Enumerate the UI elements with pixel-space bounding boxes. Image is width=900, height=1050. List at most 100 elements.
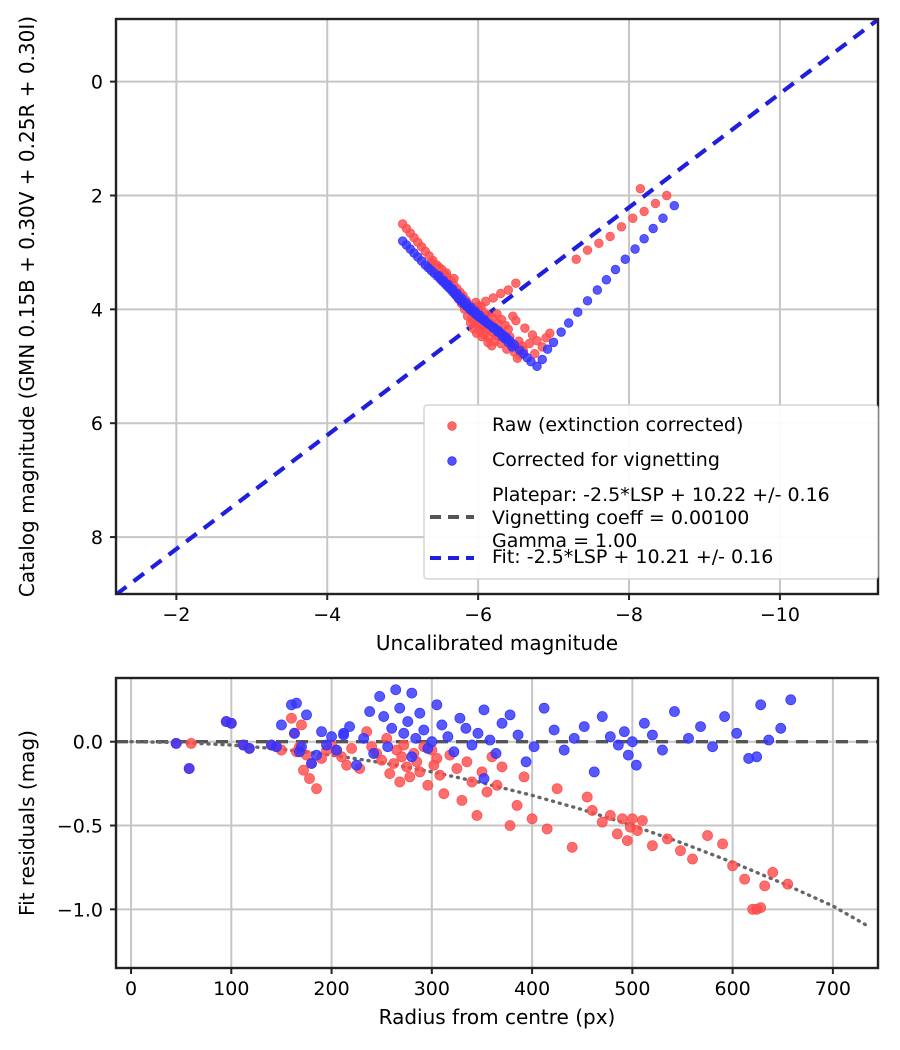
x-tick-label: 500: [614, 978, 650, 1000]
data-point: [451, 763, 463, 774]
data-point: [639, 206, 649, 217]
y-tick-label: 8: [91, 527, 103, 549]
legend-entry[interactable]: Platepar: -2.5*LSP + 10.22 +/- 0.16Vigne…: [430, 484, 830, 552]
data-point: [739, 873, 751, 885]
data-point: [596, 816, 608, 828]
y-tick-label: −0.5: [57, 816, 103, 838]
data-point: [568, 732, 580, 744]
data-point: [612, 739, 624, 751]
data-point: [304, 773, 315, 784]
fit-residuals-plot: 0 100 200 300 400 500 600 700 0.0 −0.5 −1.0 Radius …: [15, 676, 880, 1029]
data-point: [626, 736, 638, 748]
data-point: [471, 810, 483, 821]
x-tick-label: 200: [313, 978, 349, 1000]
legend-background: [423, 404, 879, 580]
data-point: [650, 198, 661, 209]
data-point: [542, 344, 553, 354]
data-point: [422, 779, 434, 791]
data-point: [472, 727, 484, 739]
data-point: [384, 768, 396, 779]
x-tick-label: −2: [162, 604, 190, 626]
data-point: [434, 271, 444, 281]
data-point: [658, 213, 668, 223]
data-point: [626, 813, 638, 825]
legend-entry[interactable]: Raw (extinction corrected): [447, 414, 744, 436]
data-point: [675, 845, 686, 857]
data-point: [630, 244, 640, 254]
legend-entry[interactable]: Corrected for vignetting: [447, 449, 720, 471]
data-point: [454, 712, 466, 724]
data-point: [504, 709, 516, 721]
data-point: [431, 699, 443, 711]
x-tick-label: −6: [464, 604, 492, 626]
data-point: [331, 744, 342, 756]
data-point: [669, 201, 680, 211]
data-point: [538, 702, 550, 714]
data-point: [376, 754, 388, 766]
data-point: [341, 759, 353, 771]
data-point: [382, 741, 394, 753]
data-point: [434, 769, 446, 781]
data-point: [394, 702, 406, 714]
y-tick-label: 6: [91, 413, 103, 435]
data-point: [582, 296, 593, 306]
data-point: [520, 756, 532, 768]
y-tick-label: 2: [91, 185, 103, 207]
data-point: [683, 732, 694, 744]
data-point: [601, 275, 612, 285]
data-point: [504, 820, 516, 831]
data-point: [243, 743, 255, 754]
data-point: [616, 222, 627, 232]
data-point: [398, 727, 410, 739]
y-axis-title: Fit residuals (mag): [15, 730, 39, 916]
data-point: [763, 734, 775, 746]
data-layer: [116, 684, 878, 928]
data-point: [702, 830, 713, 841]
data-point: [687, 853, 698, 865]
data-point: [390, 684, 402, 696]
data-point: [368, 748, 380, 759]
y-tick-label: 0.0: [73, 732, 103, 754]
data-point: [480, 296, 491, 307]
data-point: [630, 759, 642, 771]
x-tick-label: 0: [125, 978, 137, 1000]
data-point: [541, 823, 553, 835]
data-point: [669, 706, 680, 717]
y-tick-label: 4: [91, 299, 103, 321]
data-point: [449, 273, 459, 284]
data-point: [662, 833, 673, 845]
data-point: [755, 699, 767, 711]
data-point: [508, 311, 518, 321]
data-point: [541, 333, 551, 343]
data-point: [775, 722, 787, 734]
data-point: [622, 749, 634, 761]
vignetting-curve: [129, 739, 870, 928]
data-point: [351, 759, 363, 771]
data-point: [460, 722, 472, 734]
data-point: [647, 840, 658, 852]
data-point: [291, 697, 302, 709]
legend-label: Vignetting coeff = 0.00100: [492, 507, 749, 529]
data-point: [556, 327, 566, 337]
data-point: [611, 828, 623, 840]
x-tick-label: 100: [213, 978, 249, 1000]
data-point: [631, 825, 643, 836]
data-point: [496, 761, 508, 773]
data-point: [582, 245, 593, 255]
data-point: [648, 223, 658, 234]
data-point: [414, 766, 426, 778]
x-tick-label: 400: [514, 978, 550, 1000]
series-corrected: [397, 201, 680, 371]
legend-label: Platepar: -2.5*LSP + 10.22 +/- 0.16: [492, 484, 830, 506]
legend-entry[interactable]: Fit: -2.5*LSP + 10.21 +/- 0.16: [430, 546, 773, 568]
data-point: [635, 183, 646, 194]
data-point: [456, 794, 468, 806]
data-point: [298, 764, 309, 776]
data-point: [289, 727, 300, 739]
data-point: [326, 731, 337, 743]
data-point: [466, 776, 478, 788]
data-point: [527, 330, 538, 340]
fit-line: [116, 19, 878, 594]
y-tick-label: 0: [91, 72, 103, 94]
data-point: [496, 717, 508, 729]
